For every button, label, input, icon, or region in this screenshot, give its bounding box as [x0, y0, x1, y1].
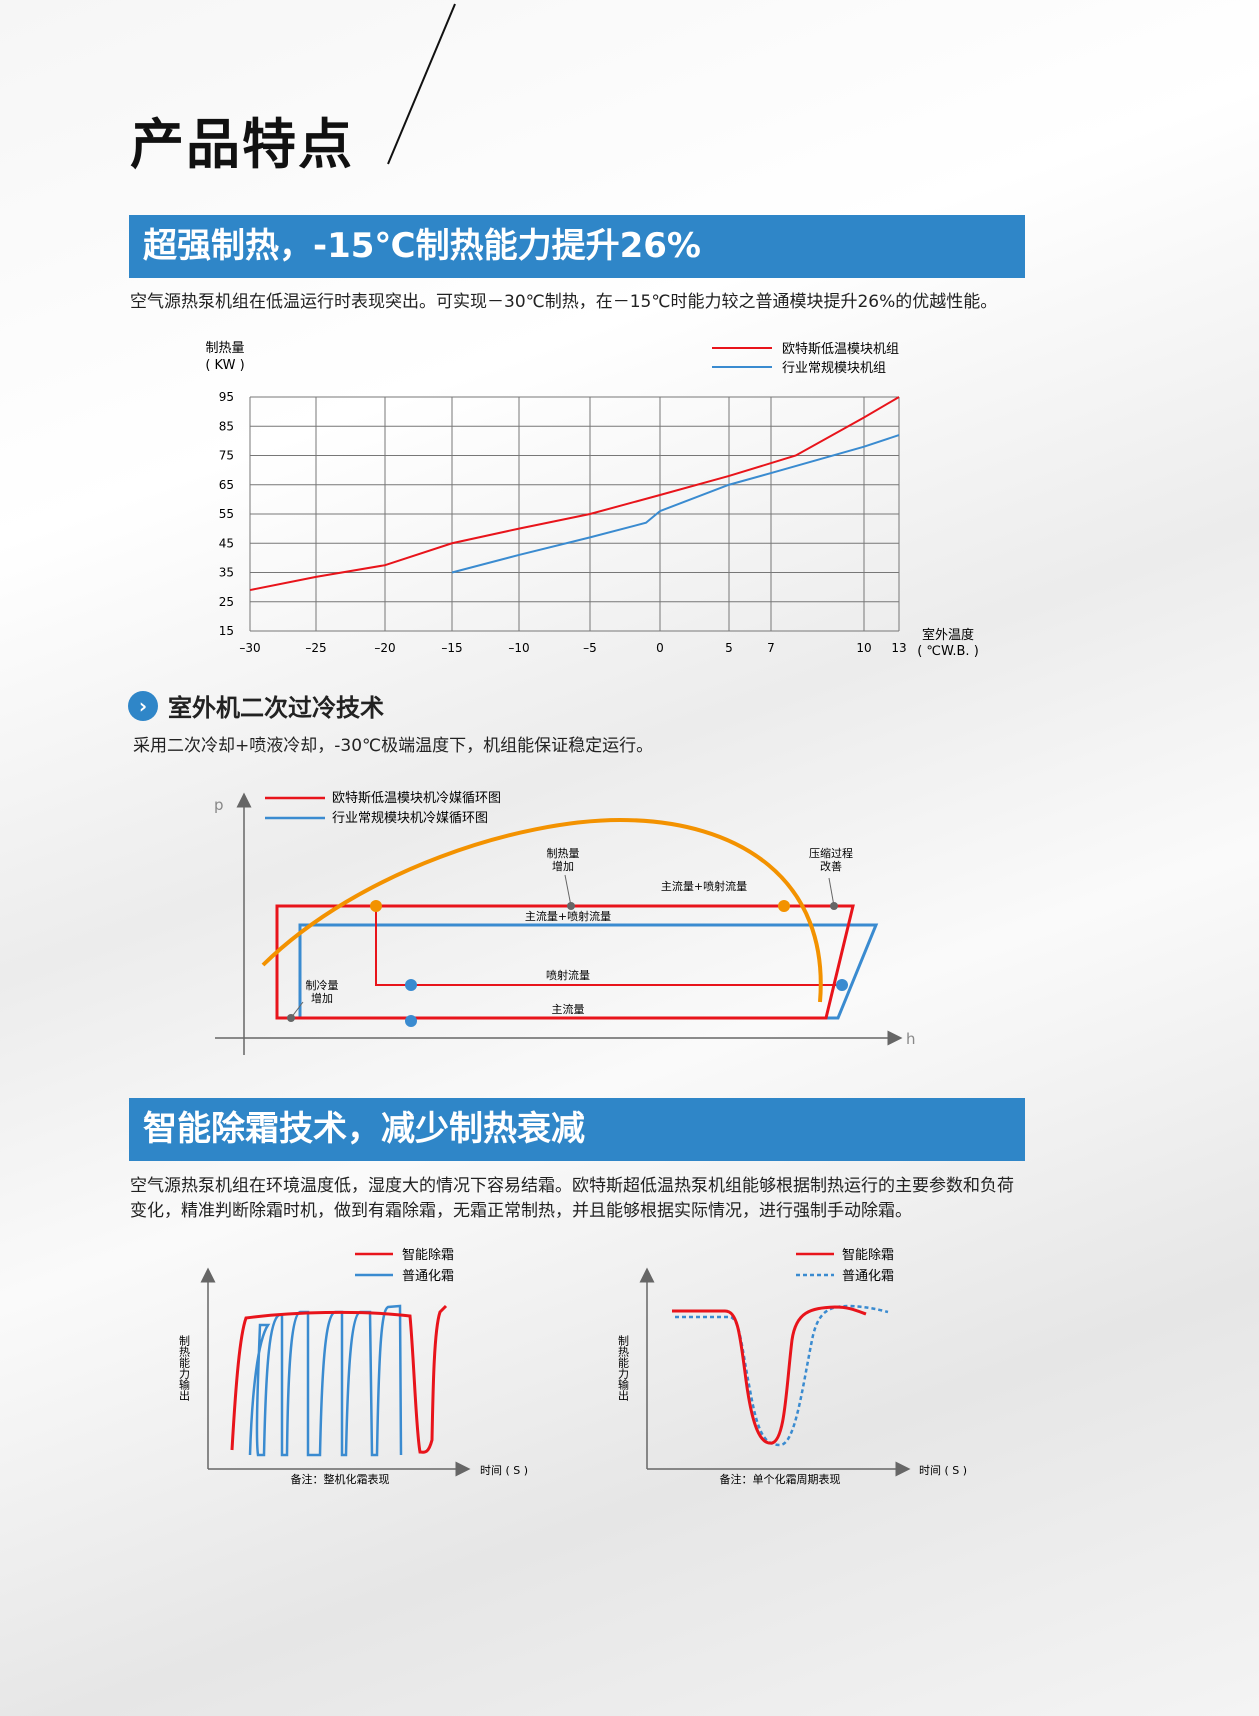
label-heat-2: 增加 [552, 859, 574, 873]
label-cool-1: 制冷量 [306, 979, 339, 992]
section1-desc: 空气源热泵机组在低温运行时表现突出。可实现－30℃制热，在－15℃时能力较之普通… [130, 292, 998, 312]
note: 备注：整机化霜表现 [291, 1472, 390, 1486]
series-line-1 [451, 434, 900, 574]
note: 备注：单个化霜周期表现 [720, 1472, 841, 1486]
legend-blue: 行业常规模块机冷媒循环图 [332, 811, 488, 826]
section2-title: 室外机二次过冷技术 [168, 694, 384, 722]
section2-desc: 采用二次冷却+喷液冷却，-30℃极端温度下，机组能保证稳定运行。 [133, 736, 654, 756]
x-tick-label: –20 [374, 641, 395, 655]
page-title: 产品特点 [130, 113, 354, 176]
label-heat-1: 制热量 [547, 847, 580, 860]
p-axis-label: p [214, 796, 224, 814]
y-tick-label: 15 [219, 624, 234, 638]
y-tick-label: 95 [219, 390, 234, 404]
x-tick-label: –15 [441, 641, 462, 655]
legend-red: 欧特斯低温模块机冷媒循环图 [332, 791, 501, 806]
h-axis-label: h [906, 1030, 916, 1048]
y-axis-unit: ( KW ) [205, 358, 244, 373]
low-temp-cycle [275, 904, 855, 1020]
x-tick-label: 0 [656, 641, 664, 655]
legend-blue: 普通化霜 [402, 1269, 454, 1284]
x-axis-unit: ( ℃W.B. ) [917, 644, 979, 659]
y-tick-label: 55 [219, 507, 234, 521]
refrigerant-cycle-diagram: p h 欧特斯低温模块机冷媒循环图 行业常规模块机冷媒循环图 制热量 增加 压缩… [214, 791, 916, 1055]
x-label: 时间 ( S ) [480, 1464, 528, 1477]
x-tick-label: 13 [891, 641, 906, 655]
label-flow-mid: 主流量+喷射流量 [525, 909, 611, 923]
x-tick-label: –30 [239, 641, 260, 655]
saturation-curve [261, 817, 823, 1003]
label-inject: 喷射流量 [546, 968, 590, 982]
legend-label-red: 欧特斯低温模块机组 [782, 342, 899, 357]
x-tick-label: –10 [508, 641, 529, 655]
label-comp-2: 改善 [820, 859, 842, 873]
y-tick-label: 25 [219, 595, 234, 609]
y-tick-label: 75 [219, 449, 234, 463]
legend-red: 智能除霜 [842, 1248, 894, 1263]
label-main: 主流量 [552, 1002, 585, 1016]
series-line-0 [249, 396, 900, 592]
section3-desc: 空气源热泵机组在环境温度低，湿度大的情况下容易结霜。欧特斯超低温热泵机组能够根据… [130, 1176, 1014, 1221]
y-label: 制热能力输出 [178, 1335, 191, 1401]
x-tick-label: 7 [767, 641, 775, 655]
y-tick-label: 35 [219, 566, 234, 580]
section1-banner: 超强制热，-15℃制热能力提升26% [129, 215, 1025, 278]
label-flow-top: 主流量+喷射流量 [661, 879, 747, 893]
label-cool-2: 增加 [311, 991, 333, 1005]
label-comp-1: 压缩过程 [809, 847, 853, 860]
y-tick-label: 65 [219, 478, 234, 492]
y-axis-label: 制热量 [205, 341, 244, 356]
decorative-slash [387, 3, 456, 165]
heating-capacity-chart: 制热量 ( KW ) 室外温度 ( ℃W.B. ) 欧特斯低温模块机组 行业常规… [205, 341, 979, 659]
section3-banner: 智能除霜技术，减少制热衰减 [129, 1098, 1025, 1161]
x-axis-label: 室外温度 [922, 627, 974, 643]
y-tick-label: 45 [219, 536, 234, 550]
defrost-chart-cycle: 智能除霜 普通化霜 制热能力输出 时间 ( S ) 备注：单个化霜周期表现 [617, 1248, 968, 1486]
y-tick-label: 85 [219, 419, 234, 433]
legend-label-blue: 行业常规模块机组 [782, 361, 886, 376]
x-tick-label: 5 [725, 641, 733, 655]
legend-red: 智能除霜 [402, 1248, 454, 1263]
x-tick-label: 10 [856, 641, 871, 655]
x-tick-label: –25 [305, 641, 326, 655]
y-label: 制热能力输出 [617, 1335, 630, 1401]
chevron-right-icon: › [128, 690, 158, 721]
defrost-chart-whole: 智能除霜 普通化霜 制热能力输出 时间 ( S ) 备注：整机化霜表现 [178, 1248, 529, 1486]
section2-heading: › 室外机二次过冷技术 [128, 688, 384, 723]
x-tick-label: –5 [583, 641, 597, 655]
legend-blue: 普通化霜 [842, 1269, 894, 1284]
x-label: 时间 ( S ) [919, 1464, 967, 1477]
